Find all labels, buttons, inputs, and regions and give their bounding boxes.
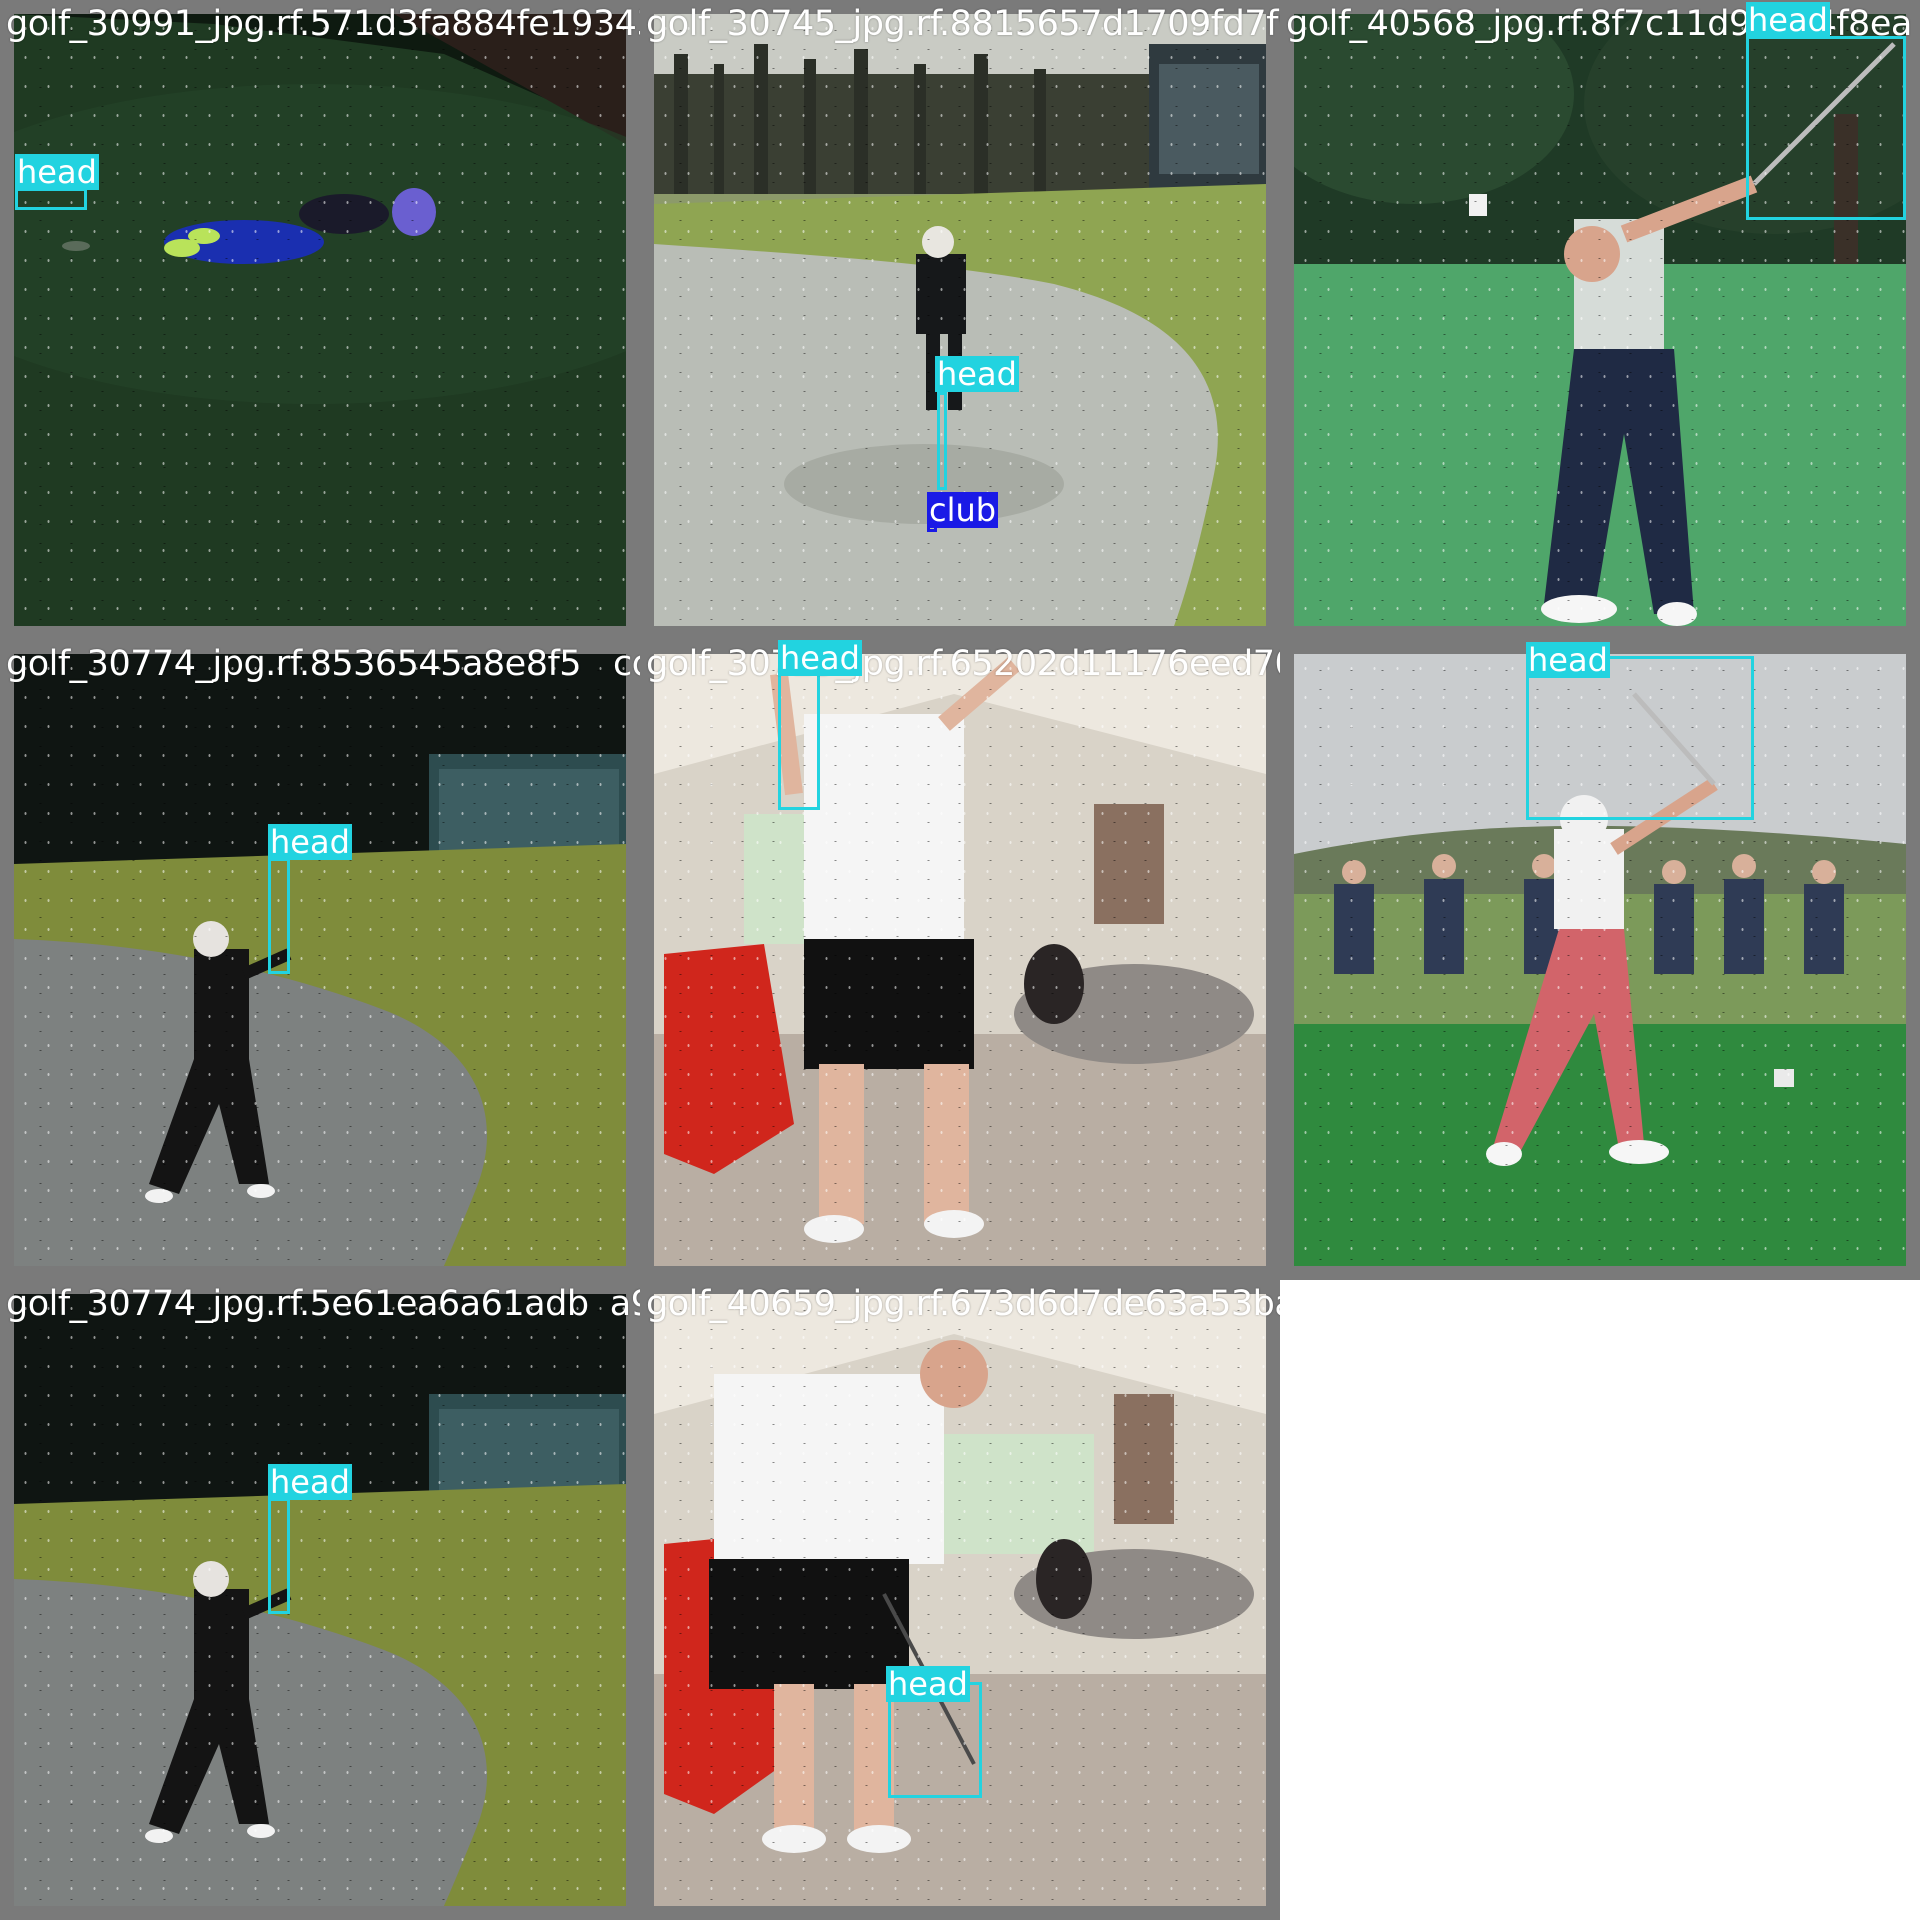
bbox-head <box>937 392 947 490</box>
mosaic-tile-7: golf_30774_jpg.rf.5e61ea6a61adb a98d3 he… <box>0 1280 640 1920</box>
photo-man-swinging-indoors <box>654 654 1266 1266</box>
label-club: club <box>927 491 999 529</box>
bbox-head <box>268 858 290 974</box>
mosaic-tile-8: golf_40659_jpg.rf.673d6d7de63a53baf5e13f… <box>640 1280 1280 1920</box>
label-head: head <box>15 153 99 191</box>
photo-man-addressing-ball-indoors <box>654 1294 1266 1906</box>
mosaic-tile-3: golf_40568_jpg.rf.8f7c11d9 4f8ea head <box>1280 0 1920 640</box>
mosaic-tile-5: golf_30725_jpg.rf.65202d11176eed705 head <box>640 640 1280 1280</box>
label-head: head <box>1526 641 1610 679</box>
tile-filename: golf_40659_jpg.rf.673d6d7de63a53baf5e13f <box>646 1284 1280 1324</box>
mosaic-tile-4: golf_30774_jpg.rf.8536545a8e8f5 cd35f23 … <box>0 640 640 1280</box>
label-head: head <box>268 823 352 861</box>
tile-filename: golf_30725_jpg.rf.65202d11176eed705 <box>646 644 1280 684</box>
bbox-head <box>15 188 87 210</box>
tile-filename: golf_30774_jpg.rf.8536545a8e8f5 cd35f23 <box>6 644 640 684</box>
label-head: head <box>268 1463 352 1501</box>
bbox-head <box>1526 656 1754 820</box>
photo-golfer-in-water-hazard <box>654 14 1266 626</box>
photo-golfer-lying-on-green <box>14 14 626 626</box>
label-head: head <box>778 640 862 677</box>
bbox-head <box>1746 36 1906 220</box>
tile-filename: golf_30991_jpg.rf.571d3fa884fe19343b6b9 <box>6 4 640 44</box>
label-head: head <box>886 1665 970 1703</box>
bbox-head <box>268 1498 290 1614</box>
photo-golfer-swing-in-rain <box>14 654 626 1266</box>
tile-filename: golf_30774_jpg.rf.5e61ea6a61adb a98d3 <box>6 1284 640 1324</box>
mosaic-tile-2: golf_30745_jpg.rf.8815657d1709fd7f96bf7 … <box>640 0 1280 640</box>
photo-golfer-swing-in-rain <box>14 1294 626 1906</box>
label-head: head <box>935 355 1019 393</box>
tile-filename: golf_30745_jpg.rf.8815657d1709fd7f96bf7 <box>646 4 1280 44</box>
mosaic-tile-1: golf_30991_jpg.rf.571d3fa884fe19343b6b9 … <box>0 0 640 640</box>
mosaic-tile-6: head <box>1280 640 1920 1280</box>
label-head: head <box>1746 1 1830 39</box>
